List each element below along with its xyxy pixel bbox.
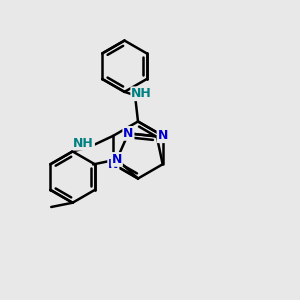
Text: N: N: [123, 127, 134, 140]
Text: N: N: [108, 158, 119, 171]
Text: NH: NH: [73, 137, 94, 150]
Text: N: N: [112, 153, 122, 166]
Text: NH: NH: [131, 87, 152, 100]
Text: N: N: [158, 129, 168, 142]
